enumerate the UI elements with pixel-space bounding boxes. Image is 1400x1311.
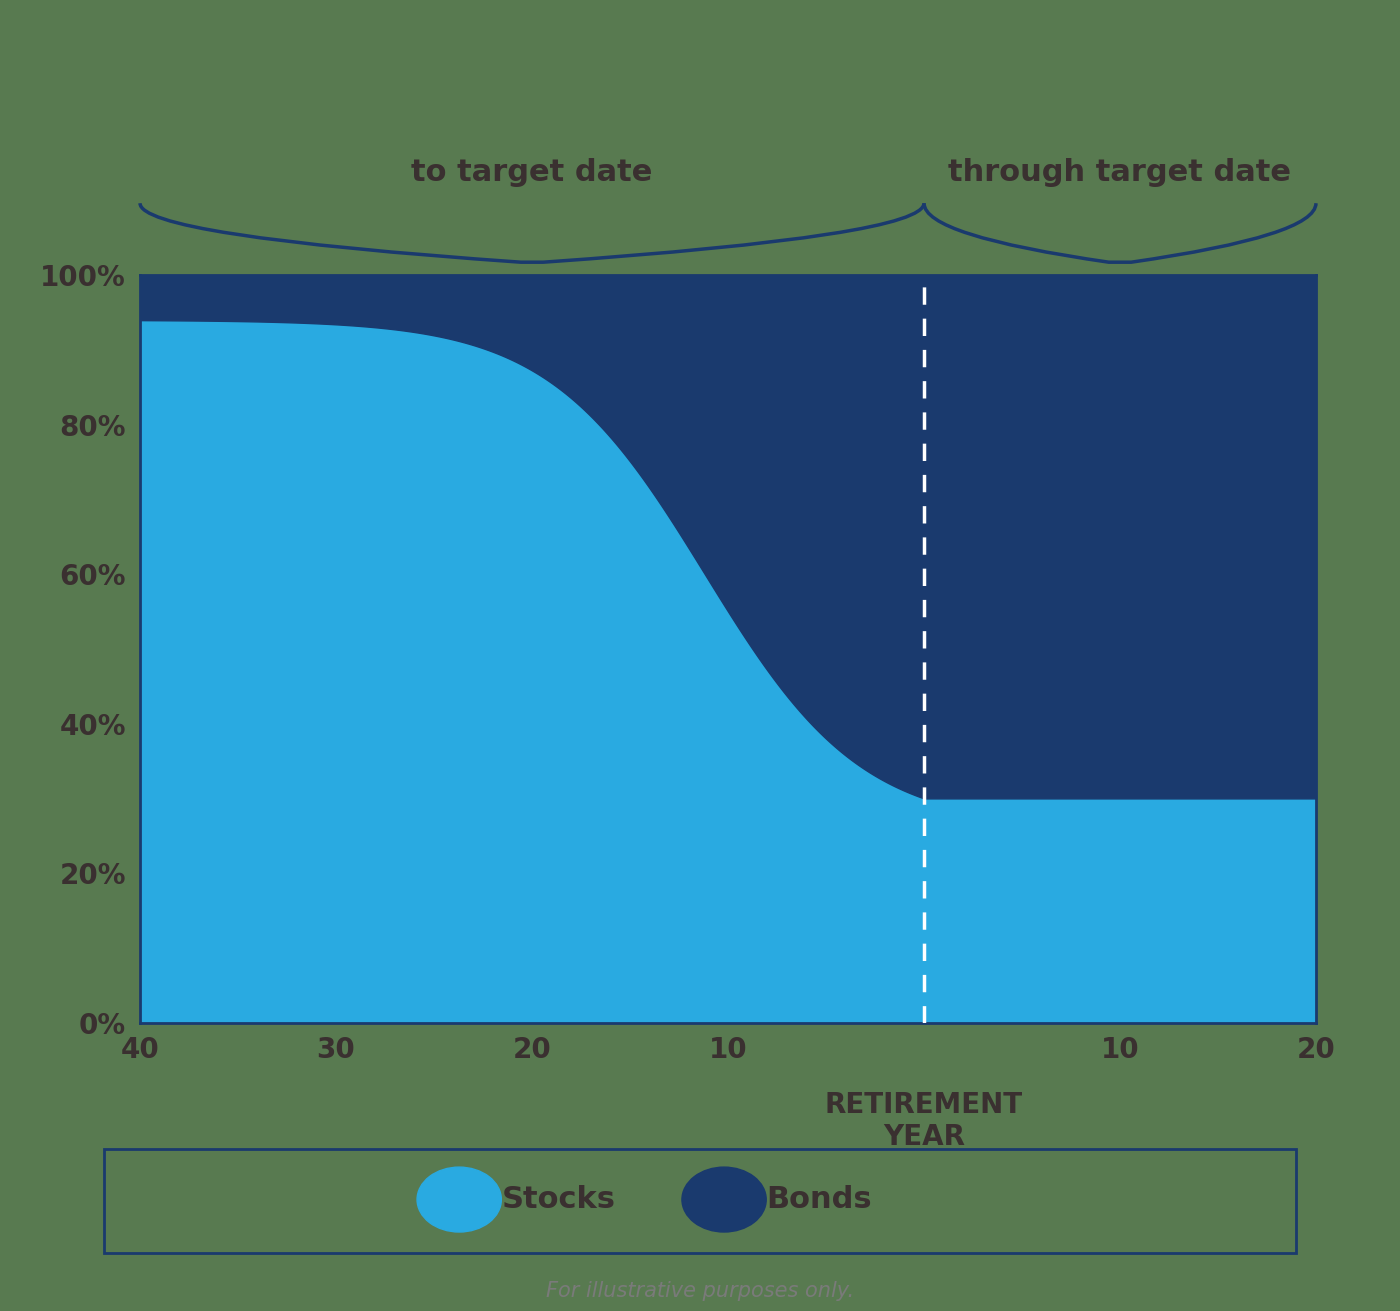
Text: RETIREMENT
YEAR: RETIREMENT YEAR bbox=[825, 1091, 1023, 1151]
Ellipse shape bbox=[417, 1167, 501, 1232]
Ellipse shape bbox=[682, 1167, 766, 1232]
Text: through target date: through target date bbox=[949, 159, 1291, 187]
Text: to target date: to target date bbox=[412, 159, 652, 187]
Text: For illustrative purposes only.: For illustrative purposes only. bbox=[546, 1281, 854, 1301]
Text: Stocks: Stocks bbox=[501, 1185, 616, 1214]
Text: Bonds: Bonds bbox=[766, 1185, 872, 1214]
